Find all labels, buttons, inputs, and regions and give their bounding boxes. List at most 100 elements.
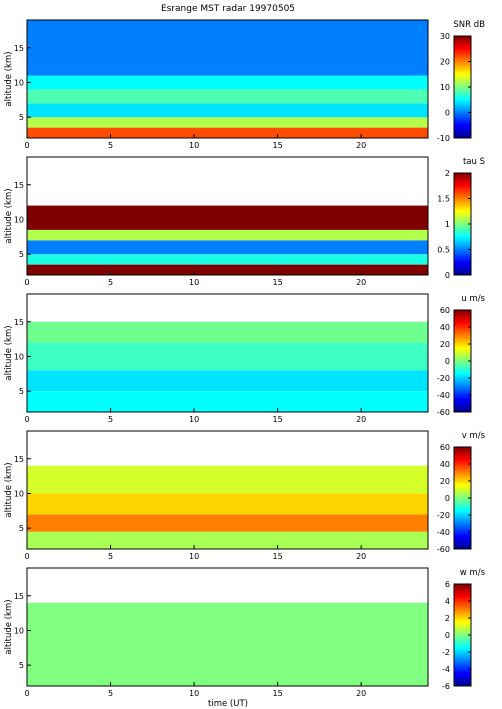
colorbar-tick-label: 60 [440, 443, 450, 452]
colorbar-label: w m/s [460, 568, 486, 578]
heatmap-layer [27, 89, 428, 104]
colorbar-tick-label: -20 [437, 511, 450, 520]
y-tick-label: 10 [14, 626, 24, 635]
plot-frame [26, 156, 429, 276]
heatmap-layer [27, 602, 428, 686]
colorbar-tick-label: -6 [442, 682, 450, 691]
colorbar-tick-label: -20 [437, 374, 450, 383]
x-tick-label: 20 [356, 552, 366, 561]
heatmap-layer [27, 370, 428, 392]
colorbar-tick-label: 6 [445, 580, 450, 589]
colorbar-tick-label: 10 [440, 83, 450, 92]
x-tick-label: 5 [108, 278, 113, 287]
colorbar-tick-label: 20 [440, 477, 450, 486]
colorbar-tick-label: -2 [442, 648, 450, 657]
colorbar-label: v m/s [462, 431, 486, 441]
panel-tau: 5 10 15 0 5 10 15 20 altitude (km) tau S 2 1.5 1 0.5 0 [4, 156, 485, 287]
heatmap-layer [27, 321, 428, 343]
figure-title: Esrange MST radar 19970505 [161, 4, 295, 14]
panel-v: 5 10 15 0 5 10 15 20 altitude (km) v m/s 60 40 20 0 -2… [4, 430, 486, 561]
colorbar-tick-label: 0.5 [437, 246, 450, 255]
x-tick-label: 15 [273, 689, 283, 698]
colorbar-tick-label: 4 [445, 597, 450, 606]
y-tick-label: 15 [14, 44, 24, 53]
colorbar-tick-label: 0 [445, 631, 450, 640]
y-tick-label: 10 [14, 215, 24, 224]
heatmap-layer [27, 254, 428, 265]
heatmap-layer [27, 264, 428, 275]
x-tick-label: 20 [356, 689, 366, 698]
x-tick-label: 5 [108, 141, 113, 150]
heatmap-layer [27, 117, 428, 128]
colorbar-tick-label: -60 [437, 408, 450, 417]
colorbar-tick-label: 1 [445, 220, 450, 229]
x-tick-label: 10 [189, 415, 199, 424]
y-tick-label: 15 [14, 181, 24, 190]
colorbar-label: u m/s [461, 294, 485, 304]
y-tick-label: 15 [14, 592, 24, 601]
y-tick-label: 5 [19, 387, 24, 396]
x-tick-label: 20 [356, 141, 366, 150]
x-tick-label: 15 [273, 552, 283, 561]
x-tick-label: 15 [273, 278, 283, 287]
heatmap-layer [27, 391, 428, 412]
panel-u: 5 10 15 0 5 10 15 20 altitude (km) u m/s 60 40 20 0 -2… [4, 293, 486, 424]
heatmap-layer [27, 514, 428, 532]
heatmap-layer [27, 531, 428, 549]
y-tick-label: 5 [19, 250, 24, 259]
y-tick-label: 5 [19, 524, 24, 533]
colorbar-tick-label: -10 [437, 134, 450, 143]
colorbar-tick-label: 0 [445, 109, 450, 118]
colorbar-tick-label: 2 [445, 614, 450, 623]
y-axis-label: altitude (km) [4, 51, 14, 106]
y-axis-label: altitude (km) [4, 325, 14, 380]
colorbar-tick-label: 2 [445, 169, 450, 178]
colorbar-tick-label: 0 [445, 271, 450, 280]
heatmap-layer [27, 205, 428, 230]
y-tick-label: 15 [14, 318, 24, 327]
colorbar-tick-label: 40 [440, 460, 450, 469]
colorbar-tick-label: -60 [437, 545, 450, 554]
y-tick-label: 10 [14, 352, 24, 361]
plot-frame [26, 293, 429, 413]
x-tick-label: 0 [24, 689, 29, 698]
x-tick-label: 0 [24, 415, 29, 424]
y-axis-label: altitude (km) [4, 462, 14, 517]
x-tick-label: 10 [189, 278, 199, 287]
y-tick-label: 10 [14, 489, 24, 498]
x-tick-label: 20 [356, 278, 366, 287]
colorbar-tick-label: 20 [440, 58, 450, 67]
x-tick-label: 20 [356, 415, 366, 424]
colorbar-tick-label: -4 [442, 665, 450, 674]
y-tick-label: 5 [19, 661, 24, 670]
colorbar-tick-label: 0 [445, 494, 450, 503]
heatmap-layer [27, 229, 428, 241]
y-axis-label: altitude (km) [4, 188, 14, 243]
x-tick-label: 10 [189, 689, 199, 698]
colorbar-tick-label: 0 [445, 357, 450, 366]
x-tick-label: 10 [189, 141, 199, 150]
heatmap-layer [27, 75, 428, 90]
x-axis-label: time (UT) [208, 699, 248, 709]
x-tick-label: 0 [24, 278, 29, 287]
x-tick-label: 5 [108, 552, 113, 561]
y-tick-label: 10 [14, 78, 24, 87]
colorbar-tick-label: 20 [440, 340, 450, 349]
heatmap-layer [27, 342, 428, 371]
heatmap-layer [27, 493, 428, 515]
colorbar-tick-label: 40 [440, 323, 450, 332]
x-tick-label: 5 [108, 689, 113, 698]
x-tick-label: 0 [24, 141, 29, 150]
x-tick-label: 15 [273, 415, 283, 424]
y-tick-label: 15 [14, 455, 24, 464]
plot-frame [26, 19, 429, 139]
y-axis-label: altitude (km) [4, 599, 14, 654]
x-tick-label: 10 [189, 552, 199, 561]
plot-frame [26, 567, 429, 687]
heatmap-layer [27, 103, 428, 118]
colorbar-label: SNR dB [453, 20, 485, 30]
colorbar-tick-label: -40 [437, 528, 450, 537]
heatmap-layer [27, 20, 428, 76]
